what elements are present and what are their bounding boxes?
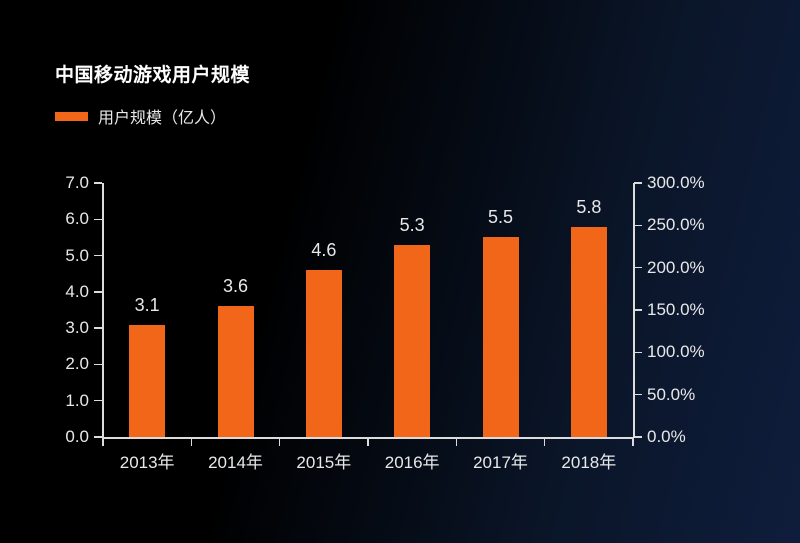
right-axis-tick <box>634 351 642 354</box>
bar-value-label: 4.6 <box>311 240 337 261</box>
bar-value-label: 5.8 <box>576 196 602 217</box>
bar <box>482 237 519 437</box>
x-axis-tick <box>632 438 634 446</box>
right-axis-tick <box>634 182 642 184</box>
x-axis-category-label: 2015年 <box>296 453 352 472</box>
left-axis-tick <box>94 436 102 438</box>
bar <box>394 244 431 437</box>
left-axis-tick <box>94 327 102 329</box>
x-axis-category-label: 2016年 <box>384 453 440 472</box>
left-axis-tick-label: 6.0 <box>65 209 89 229</box>
right-axis-tick <box>634 436 642 438</box>
bar <box>217 306 254 437</box>
x-axis-category-label: 2014年 <box>208 453 263 472</box>
left-axis-tick-label: 2.0 <box>65 354 89 374</box>
left-axis-tick-label: 7.0 <box>65 173 89 192</box>
left-axis-tick <box>94 363 102 366</box>
left-axis-tick <box>94 182 102 184</box>
right-axis-tick-label: 50.0% <box>647 384 696 404</box>
bar-value-label: 5.5 <box>487 207 514 228</box>
right-axis-tick-label: 150.0% <box>647 300 705 319</box>
right-axis-tick-label: 0.0% <box>647 427 686 446</box>
left-axis-tick-label: 5.0 <box>65 245 89 265</box>
x-axis-tick <box>455 438 458 446</box>
x-axis-tick <box>367 438 369 446</box>
left-axis-tick-label: 1.0 <box>65 390 89 410</box>
bar-value-label: 3.1 <box>134 294 160 315</box>
x-axis-category-label: 2017年 <box>473 453 528 472</box>
left-axis-tick <box>94 399 102 402</box>
right-axis-tick-label: 250.0% <box>647 215 705 235</box>
chart-title: 中国移动游戏用户规模 <box>55 65 251 86</box>
right-axis-tick-label: 300.0% <box>647 173 705 192</box>
bar-value-label: 5.3 <box>399 214 425 235</box>
legend-label: 用户规模（亿人） <box>98 110 227 127</box>
bar <box>305 270 342 437</box>
x-axis-tick <box>543 438 546 446</box>
left-axis-tick <box>94 254 102 257</box>
right-axis-tick-label: 100.0% <box>647 342 705 362</box>
x-axis-line <box>102 437 634 439</box>
plot-area: 0.0 1.0 2.0 3.0 4.0 5.0 6.0 7.0 0.0% 50.0% 100.0% 1… <box>65 173 704 472</box>
right-axis-tick <box>634 224 642 227</box>
left-axis-tick <box>94 218 102 221</box>
right-axis-tick <box>634 266 642 269</box>
x-axis-tick <box>102 438 104 446</box>
legend-swatch-icon <box>55 111 88 121</box>
left-y-axis-line <box>102 183 104 438</box>
right-axis-tick <box>634 309 642 311</box>
x-axis-category-label: 2018年 <box>561 453 617 472</box>
bar-value-label: 3.6 <box>222 276 249 297</box>
right-axis-tick-label: 200.0% <box>647 257 705 277</box>
left-axis-tick-label: 4.0 <box>65 281 89 301</box>
right-axis-tick <box>634 393 642 396</box>
x-axis-tick <box>190 438 193 446</box>
left-axis-tick <box>94 291 102 293</box>
left-axis-tick-label: 0.0 <box>65 427 89 446</box>
legend: 用户规模（亿人） <box>55 104 226 128</box>
x-axis-category-label: 2013年 <box>119 453 175 472</box>
bar <box>570 226 607 437</box>
left-axis-tick-label: 3.0 <box>65 318 89 338</box>
bar <box>129 324 166 437</box>
right-y-axis-line <box>633 183 635 438</box>
x-axis-tick <box>278 438 281 446</box>
